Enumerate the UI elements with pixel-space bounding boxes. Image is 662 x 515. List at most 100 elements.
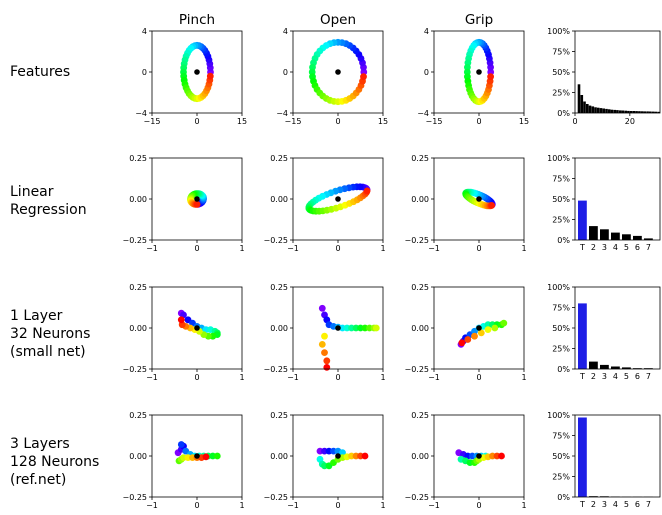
histogram-1-category-label: 3 [602, 243, 607, 252]
scatter-1-open-xtick-label: 1 [380, 244, 385, 253]
histogram-3-category-label: T [579, 500, 585, 509]
scatter-2-open-point [319, 305, 326, 312]
scatter-1-open-ytick-label: −0.25 [263, 236, 288, 245]
scatter-0-pinch-xtick-label: 15 [237, 117, 247, 126]
histogram-1-ytick-label: 0% [557, 236, 570, 245]
scatter-0-pinch-point [207, 73, 214, 80]
scatter-2-open-ytick-label: 0.25 [270, 283, 288, 292]
scatter-0-pinch-ytick-label: 0 [142, 68, 147, 77]
histogram-3-ytick-label: 100% [547, 411, 570, 420]
scatter-0-pinch-center-point [194, 69, 200, 75]
scatter-3-pinch-center-point [194, 453, 200, 459]
histogram-0-bar [589, 106, 592, 113]
scatter-2-open-point [323, 357, 330, 364]
scatter-0-pinch-xtick-label: 0 [194, 117, 199, 126]
scatter-1-pinch-xtick-label: 0 [194, 244, 199, 253]
scatter-1-grip-xtick-label: 1 [521, 244, 526, 253]
histogram-2-ytick-label: 25% [552, 345, 570, 354]
histogram-3-category-label: 3 [602, 500, 607, 509]
scatter-0-grip-ytick-label: 0 [424, 68, 429, 77]
scatter-2-grip-point [491, 325, 498, 332]
histogram-1-ytick-label: 75% [552, 175, 570, 184]
scatter-3-pinch-point [214, 453, 221, 460]
scatter-2-pinch-ytick-label: −0.25 [122, 365, 147, 374]
scatter-0-grip-center-point [476, 69, 482, 75]
scatter-3-open-xtick-label: 1 [380, 501, 385, 510]
row-label-3-line-0: 3 Layers [10, 436, 70, 452]
scatter-2-grip-point [500, 320, 507, 327]
scatter-1-open-xtick-label: 0 [335, 244, 340, 253]
histogram-0-bar [597, 108, 600, 113]
scatter-1-grip-point [488, 202, 495, 209]
histogram-1-bar [611, 233, 620, 240]
scatter-2-pinch-xtick-label: −1 [146, 373, 158, 382]
scatter-2-pinch-center-point [194, 325, 200, 331]
scatter-2-pinch-ytick-label: 0.00 [129, 324, 147, 333]
histogram-1-bar [633, 236, 642, 240]
scatter-0-grip-ytick-label: −4 [417, 109, 429, 118]
scatter-1-open-ytick-label: 0.00 [270, 195, 288, 204]
scatter-2-open-xtick-label: 0 [335, 373, 340, 382]
scatter-1-pinch-ytick-label: 0.00 [129, 195, 147, 204]
scatter-1-grip-xtick-label: −1 [428, 244, 440, 253]
scatter-2-grip-ytick-label: 0.00 [411, 324, 429, 333]
histogram-1-ytick-label: 100% [547, 154, 570, 163]
histogram-2-bar [600, 365, 609, 369]
scatter-2-open-point [373, 325, 380, 332]
scatter-2-open-point [321, 349, 328, 356]
scatter-3-open-ytick-label: 0.00 [270, 452, 288, 461]
histogram-3-ytick-label: 50% [552, 452, 570, 461]
histogram-1-ytick-label: 25% [552, 216, 570, 225]
histogram-2-category-label: T [579, 372, 585, 381]
histogram-1-category-label: 6 [635, 243, 640, 252]
scatter-0-grip-xtick-label: 15 [519, 117, 529, 126]
histogram-0-bar [608, 109, 611, 113]
row-label-2-line-1: 32 Neurons [10, 326, 90, 342]
scatter-0-open-xtick-label: 15 [378, 117, 388, 126]
scatter-2-grip-xtick-label: 0 [476, 373, 481, 382]
scatter-1-pinch-xtick-label: 1 [239, 244, 244, 253]
column-title-grip: Grip [465, 12, 493, 28]
histogram-0-ytick-label: 100% [547, 27, 570, 36]
histogram-0-bar [602, 109, 605, 114]
histogram-1-ytick-label: 50% [552, 195, 570, 204]
histogram-0-frame [575, 31, 660, 113]
scatter-0-grip-point [487, 73, 494, 80]
scatter-0-open-ytick-label: 4 [283, 27, 288, 36]
histogram-2-category-label: 4 [613, 372, 618, 381]
histogram-2-category-label: 3 [602, 372, 607, 381]
scatter-1-grip-ytick-label: 0.00 [411, 195, 429, 204]
scatter-3-pinch-ytick-label: 0.00 [129, 452, 147, 461]
row-label-0-line-0: Features [10, 64, 70, 80]
histogram-3-category-label: 2 [591, 500, 596, 509]
histogram-1-bar [589, 226, 598, 240]
row-label-1-line-1: Regression [10, 202, 87, 218]
histogram-3-category-label: 5 [624, 500, 629, 509]
scatter-1-pinch-xtick-label: −1 [146, 244, 158, 253]
histogram-0-ytick-label: 0% [557, 109, 570, 118]
histogram-2-ytick-label: 75% [552, 304, 570, 313]
scatter-2-open-center-point [335, 325, 341, 331]
histogram-0-bar [613, 110, 616, 113]
histogram-0-ytick-label: 75% [552, 48, 570, 57]
scatter-3-pinch-xtick-label: 0 [194, 501, 199, 510]
scatter-2-open-point [319, 341, 326, 348]
scatter-2-grip-center-point [476, 325, 482, 331]
scatter-3-grip-xtick-label: −1 [428, 501, 440, 510]
histogram-1-category-label: 2 [591, 243, 596, 252]
histogram-0-bar [611, 110, 614, 113]
scatter-1-open-xtick-label: −1 [287, 244, 299, 253]
scatter-3-pinch-ytick-label: 0.25 [129, 411, 147, 420]
scatter-2-grip-ytick-label: −0.25 [404, 365, 429, 374]
histogram-1-category-label: 7 [646, 243, 651, 252]
scatter-2-grip-point [459, 339, 466, 346]
scatter-0-open-xtick-label: −15 [285, 117, 302, 126]
